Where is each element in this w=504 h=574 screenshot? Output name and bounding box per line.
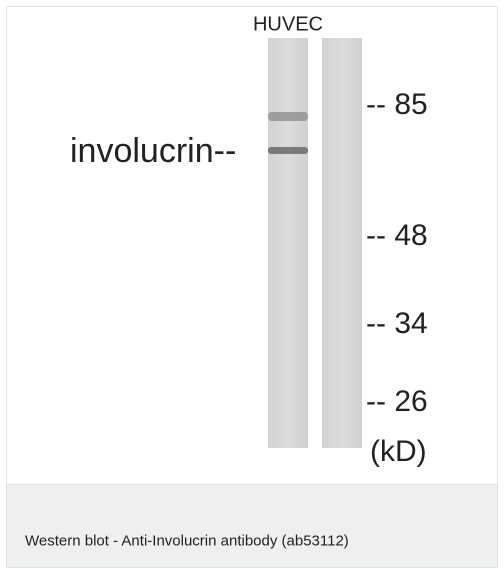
- lane-2: [322, 38, 362, 448]
- unit-label: (kD): [370, 435, 427, 468]
- marker-label: -- 34: [366, 307, 428, 340]
- band-label: involucrin--: [70, 132, 236, 170]
- marker-label: -- 48: [366, 219, 428, 252]
- marker-label: -- 26: [366, 385, 428, 418]
- marker-label: -- 85: [366, 88, 428, 121]
- page: HUVEC involucrin-- -- 85 -- 48 -- 34 -- …: [0, 0, 504, 574]
- lane-label: HUVEC: [253, 13, 323, 35]
- band: [268, 147, 308, 154]
- caption: Western blot - Anti-Involucrin antibody …: [25, 533, 349, 550]
- blot-figure: HUVEC involucrin-- -- 85 -- 48 -- 34 -- …: [0, 0, 504, 484]
- caption-box: Western blot - Anti-Involucrin antibody …: [6, 484, 498, 568]
- band: [268, 112, 308, 121]
- lane-1: [268, 38, 308, 448]
